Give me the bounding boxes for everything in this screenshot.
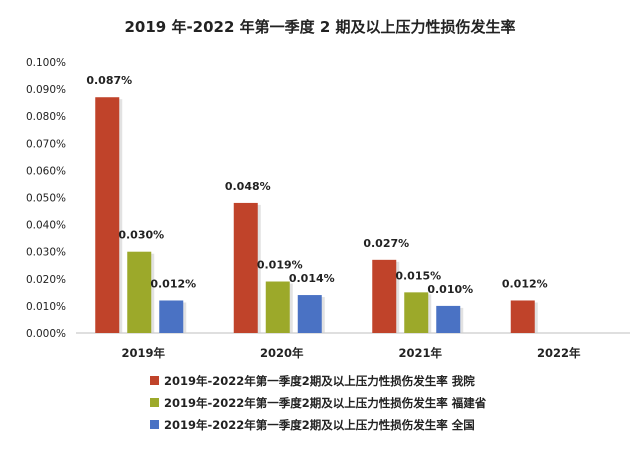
bar [159,300,184,333]
y-tick-label: 0.040% [26,220,66,232]
y-tick-label: 0.050% [26,193,66,205]
data-label: 0.012% [150,277,196,290]
data-label: 0.087% [86,74,132,87]
data-label: 0.030% [118,229,164,242]
bar [436,305,461,333]
bar [510,300,535,333]
y-tick-label: 0.010% [26,301,66,313]
x-tick-label: 2020年 [260,346,304,360]
bar [127,251,152,333]
bar [372,259,397,333]
y-tick-label: 0.100% [26,57,66,69]
y-tick-label: 0.030% [26,247,66,259]
x-tick-label: 2021年 [398,346,442,360]
legend: 2019年-2022年第一季度2期及以上压力性损伤发生率 我院 2019年-202… [150,374,487,432]
legend-entry: 2019年-2022年第一季度2期及以上压力性损伤发生率 我院 [164,374,475,388]
legend-entry: 2019年-2022年第一季度2期及以上压力性损伤发生率 全国 [164,418,475,432]
data-label: 0.010% [427,283,473,296]
bar [233,202,258,333]
data-label: 0.014% [289,272,335,285]
legend-swatch [150,398,159,407]
y-tick-label: 0.020% [26,274,66,286]
legend-swatch [150,420,159,429]
x-tick-label: 2019年 [121,346,165,360]
y-tick-label: 0.090% [26,84,66,96]
legend-swatch [150,376,159,385]
data-label: 0.048% [225,180,271,193]
x-tick-label: 2022年 [537,346,581,360]
y-tick-label: 0.080% [26,111,66,123]
legend-entry: 2019年-2022年第一季度2期及以上压力性损伤发生率 福建省 [164,396,487,410]
y-tick-label: 0.000% [26,328,66,340]
bars: 0.087%0.048%0.027%0.012%0.030%0.019%0.01… [86,74,548,333]
data-label: 0.015% [395,269,441,282]
data-label: 0.012% [502,277,548,290]
bar [297,295,322,333]
data-label: 0.027% [363,237,409,250]
bar [95,97,120,333]
bar [404,292,429,333]
bar [265,281,290,333]
y-tick-label: 0.060% [26,165,66,177]
y-tick-label: 0.070% [26,138,66,150]
chart-title: 2019 年-2022 年第一季度 2 期及以上压力性损伤发生率 [124,18,515,36]
axes: 0.000% 0.010% 0.020% 0.030% 0.040% 0.050% 0.06… [26,57,630,360]
data-label: 0.019% [257,259,303,272]
